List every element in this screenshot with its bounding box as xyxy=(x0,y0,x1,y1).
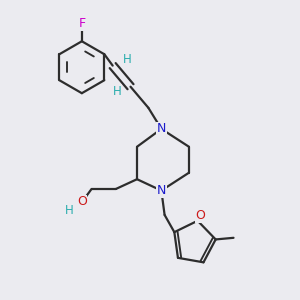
Text: O: O xyxy=(195,209,205,222)
Text: H: H xyxy=(123,53,132,66)
Text: N: N xyxy=(157,184,166,197)
Text: H: H xyxy=(112,85,121,98)
Text: O: O xyxy=(77,195,87,208)
Text: F: F xyxy=(78,17,85,30)
Text: H: H xyxy=(64,203,73,217)
Text: N: N xyxy=(157,122,166,135)
